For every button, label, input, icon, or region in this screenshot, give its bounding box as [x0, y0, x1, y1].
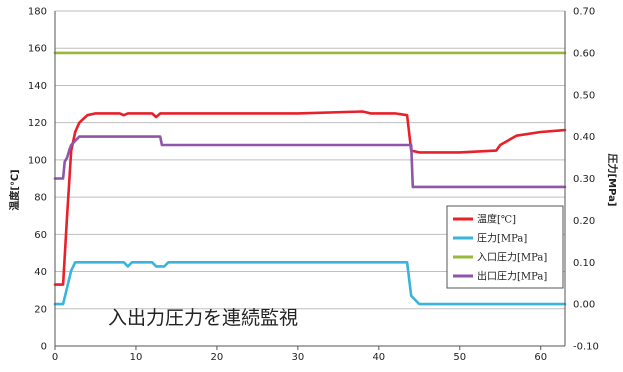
legend-box — [446, 205, 564, 289]
y-right-tick-label: 0.10 — [573, 258, 595, 269]
series-line-outlet-pressure — [53, 135, 567, 189]
y-left-tick-label: 60 — [34, 230, 47, 241]
y-left-tick-label: 100 — [28, 155, 47, 166]
series-line-temperature — [53, 110, 567, 286]
legend-label-temperature: 温度[℃] — [477, 213, 516, 226]
y-right-tick-label: 0.70 — [573, 7, 595, 18]
annotation-text: 入出力圧力を連続監視 — [108, 307, 298, 329]
y-left-tick-label: 160 — [28, 44, 47, 55]
tick-labels: 020406080100120140160180-0.100.000.100.2… — [28, 7, 599, 364]
y-left-tick-label: 0 — [41, 342, 47, 353]
y-left-tick-label: 40 — [34, 267, 47, 278]
y-right-tick-label: -0.10 — [573, 342, 599, 353]
axes — [54, 11, 566, 350]
y-right-tick-label: 0.50 — [573, 90, 595, 101]
y-left-tick-label: 180 — [28, 7, 47, 18]
y-right-tick-label: 0.00 — [573, 300, 595, 311]
x-tick-label: 30 — [291, 352, 304, 363]
x-tick-label: 60 — [534, 352, 547, 363]
x-tick-label: 20 — [211, 352, 224, 363]
x-tick-label: 0 — [52, 352, 58, 363]
y-right-tick-label: 0.30 — [573, 174, 595, 185]
x-tick-label: 40 — [372, 352, 385, 363]
x-tick-label: 50 — [453, 352, 466, 363]
y-left-tick-label: 20 — [34, 304, 47, 315]
y-left-axis-label: 温度[℃] — [8, 169, 21, 210]
legend: 温度[℃] 圧力[MPa] 入口圧力[MPa] 出口圧力[MPa] — [446, 205, 564, 289]
legend-label-pressure: 圧力[MPa] — [477, 232, 527, 245]
y-right-tick-label: 0.40 — [573, 132, 595, 143]
legend-label-inlet-pressure: 入口圧力[MPa] — [477, 251, 547, 264]
series-line-pressure — [53, 260, 567, 306]
y-left-tick-label: 80 — [34, 193, 47, 204]
x-tick-label: 10 — [130, 352, 143, 363]
y-right-tick-label: 0.20 — [573, 216, 595, 227]
y-right-tick-label: 0.60 — [573, 48, 595, 59]
series-lines — [53, 51, 567, 306]
y-left-tick-label: 120 — [28, 118, 47, 129]
legend-label-outlet-pressure: 出口圧力[MPa] — [477, 270, 547, 283]
y-left-tick-label: 140 — [28, 81, 47, 92]
y-right-axis-label: 圧力[MPa] — [606, 154, 619, 207]
grid-lines — [55, 10, 565, 347]
